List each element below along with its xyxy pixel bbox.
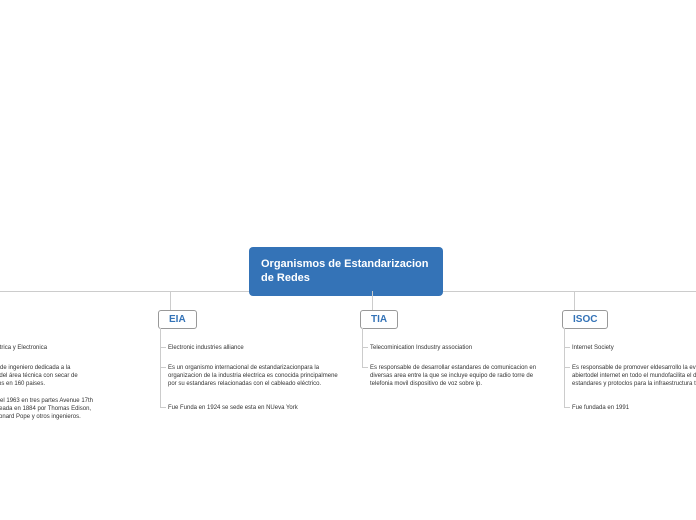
leaf-text-2-2: Fue fundada en 1991 (572, 405, 696, 413)
leaf-text-2-0: Internet Society (572, 345, 696, 353)
leaf-text-2-1: Es responsable de promover eldesarrollo … (572, 365, 696, 388)
branch-node-tia: TIA (360, 310, 398, 329)
partial-leaf-2: el 1 de enero del 1963 en tres partes Av… (0, 398, 140, 421)
leaf-tick-0-2 (160, 407, 166, 408)
root-node: Organismos de Estandarizacion de Redes (249, 247, 443, 296)
partial-leaf-1: iasion mundial de ingeniero dedicada a l… (0, 365, 140, 388)
leaf-spine-0 (160, 328, 161, 408)
root-title: Organismos de Estandarizacion de Redes (261, 258, 429, 284)
leaf-tick-2-2 (564, 407, 570, 408)
leaf-text-0-0: Electronic industries alliance (168, 345, 348, 353)
leaf-tick-2-0 (564, 347, 570, 348)
connector-branch-2 (574, 291, 575, 310)
leaf-tick-0-0 (160, 347, 166, 348)
leaf-tick-1-0 (362, 347, 368, 348)
branch-node-eia: EIA (158, 310, 197, 329)
branch-node-isoc: ISOC (562, 310, 608, 329)
connector-branch-0 (170, 291, 171, 310)
leaf-tick-0-1 (160, 367, 166, 368)
connector-branch-1 (372, 291, 373, 310)
leaf-text-0-1: Es un organismo internacional de estanda… (168, 365, 348, 388)
leaf-spine-2 (564, 328, 565, 408)
leaf-text-1-0: Telecominication Insdustry association (370, 345, 550, 353)
leaf-text-0-2: Fue Funda en 1924 se sede esta en NUeva … (168, 405, 348, 413)
leaf-tick-2-1 (564, 367, 570, 368)
leaf-text-1-1: Es responsable de desarrollar estandares… (370, 365, 550, 388)
partial-leaf-0: Ingenieria Electrica y Electronica (0, 345, 140, 353)
leaf-tick-1-1 (362, 367, 368, 368)
leaf-spine-1 (362, 328, 363, 368)
